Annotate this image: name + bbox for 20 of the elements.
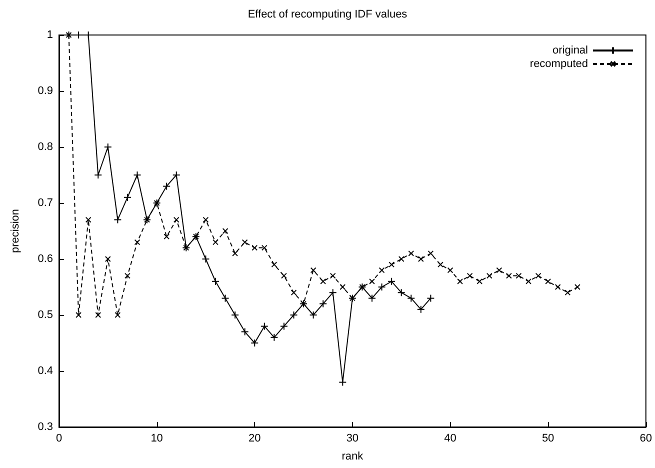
y-tick-label: 0.8 [38, 141, 53, 153]
y-tick-label: 0.3 [38, 421, 53, 433]
legend-label: recomputed [530, 58, 588, 70]
x-tick-label: 30 [346, 432, 359, 444]
x-axis-title: rank [342, 450, 364, 462]
x-tick-label: 40 [444, 432, 456, 444]
y-tick-label: 0.5 [38, 309, 53, 321]
y-tick-label: 1 [46, 29, 53, 41]
y-axis-title: precision [10, 208, 22, 254]
y-tick-label: 0.9 [38, 85, 53, 97]
legend-label: original [552, 44, 588, 56]
x-tick-label: 0 [56, 432, 62, 444]
x-tick-label: 10 [150, 432, 163, 444]
x-tick-label: 20 [248, 432, 261, 444]
x-tick-label: 60 [640, 432, 652, 444]
y-tick-label: 0.4 [38, 365, 53, 377]
x-tick-label: 50 [542, 432, 554, 444]
chart-title: Effect of recomputing IDF values [248, 8, 408, 20]
y-tick-label: 0.7 [38, 197, 53, 209]
y-tick-label: 0.6 [38, 253, 53, 265]
